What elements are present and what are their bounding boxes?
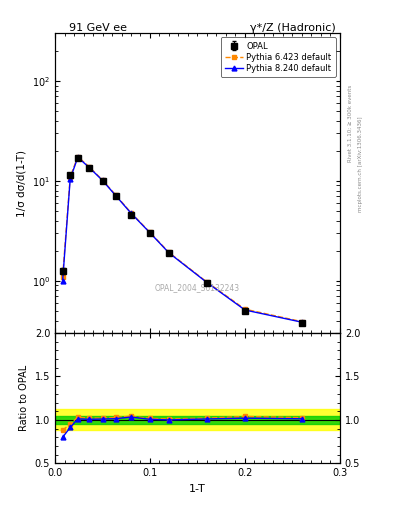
Text: 91 GeV ee: 91 GeV ee xyxy=(69,23,127,33)
Pythia 6.423 default xyxy=(60,273,65,280)
Pythia 8.240 default xyxy=(205,280,209,286)
Pythia 8.240 default xyxy=(75,154,80,160)
Pythia 6.423 default xyxy=(68,174,73,180)
Pythia 8.240 default xyxy=(242,307,247,313)
Pythia 6.423 default xyxy=(114,192,118,198)
Y-axis label: 1/σ dσ/d(1-T): 1/σ dσ/d(1-T) xyxy=(16,150,26,217)
Pythia 8.240 default xyxy=(87,164,92,170)
Pythia 6.423 default xyxy=(75,154,80,160)
Pythia 6.423 default xyxy=(148,229,152,236)
Pythia 8.240 default xyxy=(68,176,73,182)
Pythia 6.423 default xyxy=(129,209,133,216)
Y-axis label: Ratio to OPAL: Ratio to OPAL xyxy=(19,365,29,431)
Text: mcplots.cern.ch [arXiv:1306.3436]: mcplots.cern.ch [arXiv:1306.3436] xyxy=(358,116,364,211)
Pythia 8.240 default xyxy=(148,230,152,236)
Line: Pythia 8.240 default: Pythia 8.240 default xyxy=(60,155,305,325)
Pythia 6.423 default xyxy=(205,279,209,285)
Text: γ*/Z (Hadronic): γ*/Z (Hadronic) xyxy=(250,23,336,33)
Legend: OPAL, Pythia 6.423 default, Pythia 8.240 default: OPAL, Pythia 6.423 default, Pythia 8.240… xyxy=(220,37,336,77)
X-axis label: 1-T: 1-T xyxy=(189,484,206,494)
Line: Pythia 6.423 default: Pythia 6.423 default xyxy=(60,154,305,324)
Pythia 8.240 default xyxy=(114,193,118,199)
Pythia 8.240 default xyxy=(129,210,133,216)
Pythia 6.423 default xyxy=(299,318,304,325)
Pythia 8.240 default xyxy=(100,177,105,183)
Pythia 6.423 default xyxy=(167,249,171,255)
Text: OPAL_2004_S6132243: OPAL_2004_S6132243 xyxy=(155,284,240,292)
Pythia 8.240 default xyxy=(60,278,65,284)
Pythia 8.240 default xyxy=(299,319,304,325)
Pythia 6.423 default xyxy=(100,177,105,183)
Pythia 8.240 default xyxy=(167,250,171,256)
Pythia 6.423 default xyxy=(242,306,247,312)
Text: Rivet 3.1.10; ≥ 300k events: Rivet 3.1.10; ≥ 300k events xyxy=(348,84,353,161)
Pythia 6.423 default xyxy=(87,164,92,170)
